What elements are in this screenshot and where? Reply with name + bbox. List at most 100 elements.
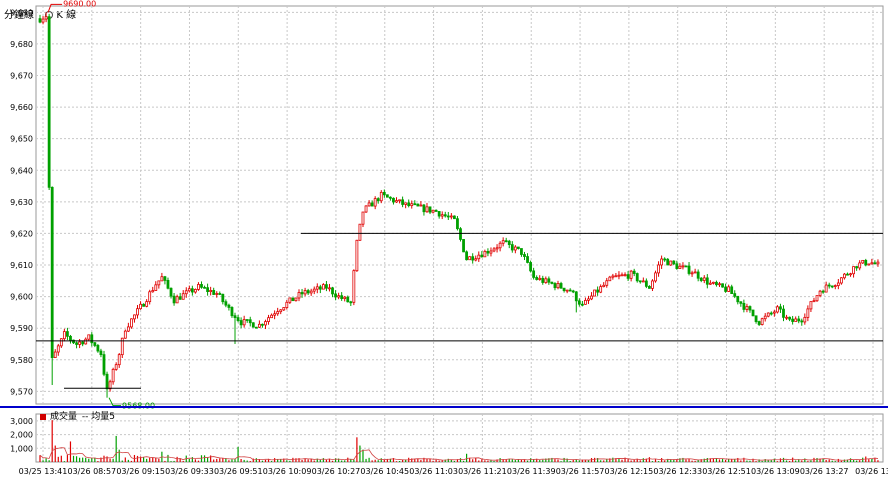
candle-down [385, 194, 389, 198]
candle-up [669, 260, 673, 266]
candle-down [190, 288, 194, 293]
candle-down [754, 315, 758, 322]
candle-up [702, 277, 706, 281]
candle-down [212, 290, 216, 295]
candle-down [571, 290, 575, 293]
candle-up [708, 282, 712, 285]
candle-up [587, 298, 590, 301]
candle-down [705, 277, 709, 285]
candle-down [696, 271, 700, 279]
candle-up [267, 317, 270, 322]
candles-group [38, 12, 880, 398]
candle-down [465, 251, 468, 261]
candle-down [349, 301, 353, 304]
candle-up [501, 240, 505, 244]
candle-down [254, 326, 258, 329]
volume-group [39, 420, 879, 462]
candle-up [62, 331, 66, 340]
candle-up [678, 265, 682, 269]
candle-down [574, 291, 578, 302]
price-y-tick-label: 9,680 [10, 40, 33, 49]
candle-up [108, 381, 112, 390]
candle-down [730, 286, 734, 294]
candle-up [282, 307, 286, 311]
candle-down [38, 18, 42, 23]
candle-up [181, 293, 185, 300]
candle-down [50, 186, 54, 358]
candle-up [264, 321, 267, 326]
candle-down [532, 270, 536, 278]
candle-up [257, 323, 261, 328]
candle-up [833, 285, 837, 287]
candle-up [123, 330, 127, 339]
candle-down [340, 295, 344, 299]
x-tick-label: 03/26 08:57 [67, 467, 116, 476]
price-y-tick-label: 9,660 [10, 103, 33, 112]
candle-down [684, 265, 688, 268]
candle-down [827, 284, 831, 287]
price-y-tick-label: 9,580 [10, 356, 33, 365]
candle-down [437, 211, 441, 217]
candle-down [75, 342, 78, 345]
candle-down [782, 308, 785, 318]
candle-down [453, 215, 456, 220]
candle-up [288, 297, 292, 303]
candle-down [166, 279, 170, 289]
candle-down [687, 265, 691, 274]
candle-up [126, 326, 130, 332]
price-y-tick-label: 9,630 [10, 198, 33, 207]
volume-y-tick-label: 3,000 [10, 417, 33, 426]
candle-up [160, 276, 164, 282]
price-y-tick-label: 9,590 [10, 324, 33, 333]
candle-up [139, 303, 142, 310]
candle-up [379, 191, 383, 202]
candle-up [538, 277, 542, 280]
candle-up [449, 215, 453, 218]
candle-down [769, 312, 773, 315]
candle-down [541, 277, 545, 283]
candle-up [745, 306, 749, 310]
candle-down [788, 316, 791, 320]
candle-up [785, 316, 788, 319]
candle-down [172, 295, 176, 304]
candle-up [489, 250, 493, 254]
candle-down [535, 276, 539, 280]
kline-label[interactable]: K 線 [56, 10, 77, 21]
x-tick-label: 03/26 11:03 [409, 467, 458, 476]
candle-up [242, 319, 246, 326]
candle-up [321, 284, 325, 290]
candle-down [797, 318, 801, 322]
candle-up [56, 345, 60, 353]
candle-up [337, 295, 341, 298]
candle-down [66, 331, 69, 337]
volume-legend-label: 成交量 [50, 412, 78, 422]
candle-up [120, 337, 124, 356]
candle-down [830, 285, 834, 288]
volume-y-tick-label: 2,000 [10, 431, 33, 440]
x-tick-label: 03/26 12:33 [653, 467, 702, 476]
candle-down [462, 239, 465, 253]
candle-up [806, 308, 810, 318]
price-y-tick-label: 9,570 [10, 387, 33, 396]
candle-up [772, 311, 776, 314]
candle-down [102, 354, 106, 375]
candle-up [474, 258, 478, 261]
candle-up [843, 273, 846, 279]
candle-down [99, 350, 103, 356]
candle-up [148, 291, 152, 303]
candle-up [276, 311, 280, 315]
candle-up [136, 308, 139, 316]
price-y-tick-label: 9,600 [10, 293, 33, 302]
candle-down [663, 258, 667, 261]
candle-down [325, 284, 328, 289]
candle-up [309, 290, 313, 294]
candle-down [553, 283, 557, 289]
candle-down [334, 293, 337, 298]
low-annotation-leader [108, 397, 122, 407]
candle-down [480, 254, 484, 258]
candle-up [419, 204, 423, 207]
candle-down [69, 335, 72, 341]
candle-down [516, 246, 520, 249]
candle-down [90, 334, 94, 344]
timeframe-label[interactable]: 分鐘線 [4, 10, 34, 21]
